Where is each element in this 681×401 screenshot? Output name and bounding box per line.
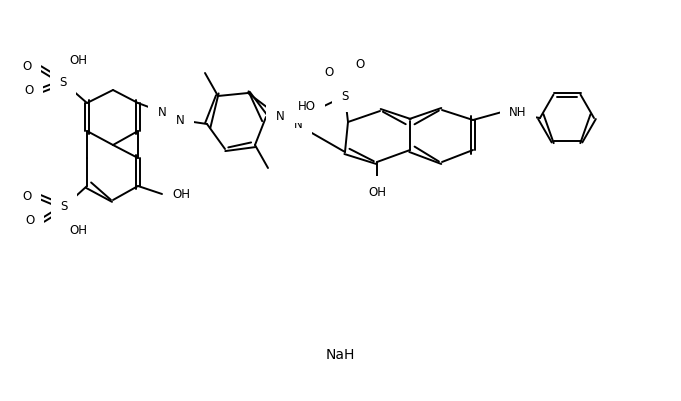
Text: N: N xyxy=(294,119,302,132)
Text: O: O xyxy=(355,59,364,71)
Text: NaH: NaH xyxy=(326,348,355,362)
Text: O: O xyxy=(324,65,334,79)
Text: NH: NH xyxy=(509,105,526,119)
Text: OH: OH xyxy=(69,53,87,67)
Text: O: O xyxy=(22,190,31,203)
Text: N: N xyxy=(157,105,166,119)
Text: S: S xyxy=(341,89,349,103)
Text: O: O xyxy=(22,61,31,73)
Text: N: N xyxy=(176,113,185,126)
Text: OH: OH xyxy=(69,223,87,237)
Text: S: S xyxy=(59,75,67,89)
Text: O: O xyxy=(25,215,35,227)
Text: N: N xyxy=(276,111,285,124)
Text: OH: OH xyxy=(172,188,190,200)
Text: O: O xyxy=(25,83,33,97)
Text: S: S xyxy=(61,200,67,213)
Text: OH: OH xyxy=(368,186,386,198)
Text: HO: HO xyxy=(298,101,316,113)
